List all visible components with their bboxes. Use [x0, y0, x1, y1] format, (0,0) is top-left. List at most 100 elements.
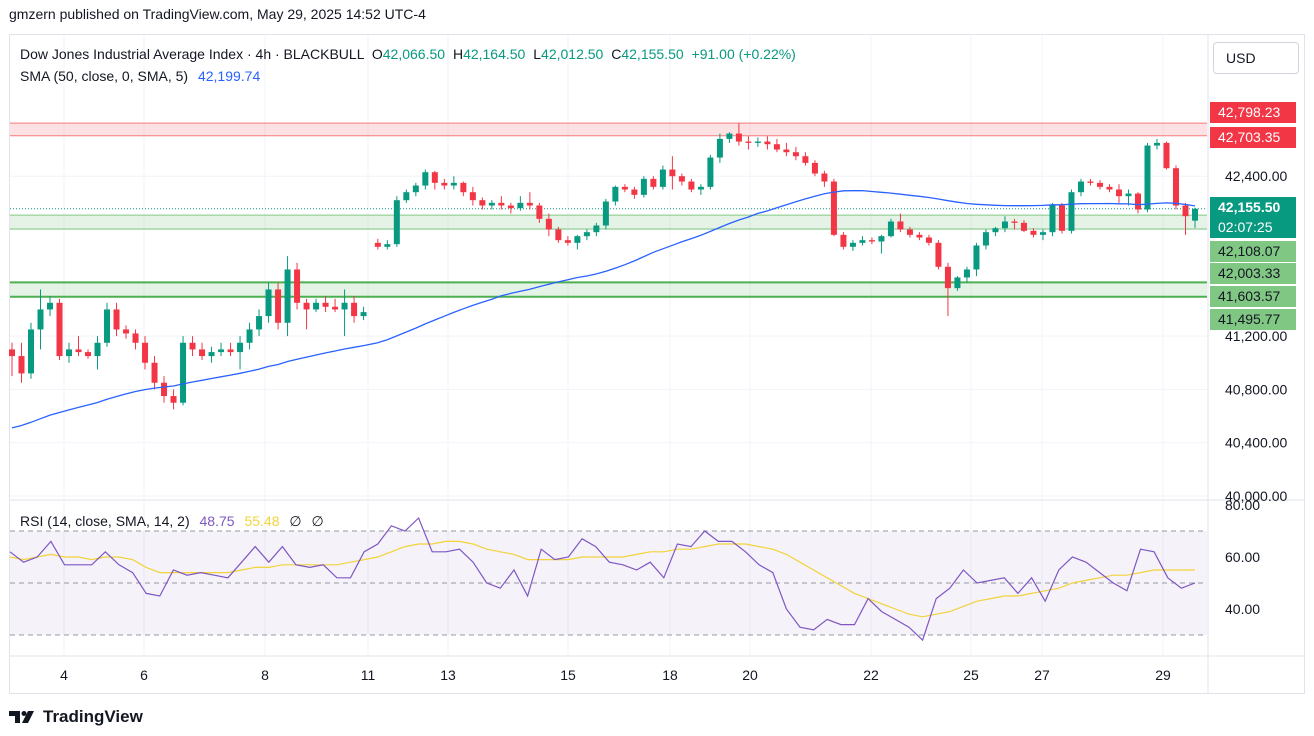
rsi-label[interactable]: RSI (14, close, SMA, 14, 2)	[20, 513, 190, 529]
candle-body	[66, 349, 73, 357]
candle-body	[28, 329, 35, 374]
main-legend: Dow Jones Industrial Average Index · 4h …	[20, 46, 796, 62]
candle-body	[517, 202, 524, 209]
candle-body	[104, 309, 111, 343]
ohlc-low-label: L	[533, 46, 542, 62]
candle-body	[887, 221, 894, 237]
candle-body	[897, 221, 904, 230]
candle-body	[303, 302, 310, 310]
sma-value: 42,199.74	[197, 68, 261, 84]
candle-body	[450, 182, 457, 186]
candle-body	[284, 269, 291, 323]
price-label: 42,003.33	[1218, 265, 1280, 281]
rsi-ma-line	[9, 540, 1195, 618]
candle-body	[859, 240, 866, 243]
candle-body	[313, 302, 320, 310]
candle-body	[47, 302, 54, 310]
candle-body	[773, 144, 780, 150]
sma-legend: SMA (50, close, 0, SMA, 5) 42,199.74	[20, 68, 260, 84]
price-tick-label: 40,400.00	[1225, 435, 1287, 451]
candle-body	[555, 229, 562, 241]
candle-body	[469, 192, 476, 201]
candle-body	[498, 202, 505, 206]
publisher-caption: gmzern published on TradingView.com, May…	[9, 6, 426, 22]
currency-button[interactable]: USD	[1213, 42, 1299, 74]
candle-body	[1182, 205, 1189, 217]
candle-body	[1106, 186, 1113, 190]
candle-body	[275, 289, 282, 323]
price-label: 41,603.57	[1218, 288, 1280, 304]
sma-line	[11, 189, 1196, 429]
tradingview-wordmark: TradingView	[43, 707, 143, 726]
candle-body	[944, 266, 951, 289]
candle-body	[669, 169, 676, 177]
candle-body	[1144, 145, 1151, 210]
candle-body	[56, 302, 63, 357]
candle-body	[227, 349, 234, 353]
candle-body	[707, 157, 714, 187]
price-tick-label: 42,400.00	[1225, 168, 1287, 184]
candle-body	[688, 181, 695, 190]
symbol-title[interactable]: Dow Jones Industrial Average Index · 4h …	[20, 46, 364, 62]
candle-body	[341, 302, 348, 310]
candle-body	[1163, 142, 1170, 169]
candle-body	[208, 352, 215, 357]
candle-body	[916, 234, 923, 238]
price-label-bg	[1210, 286, 1296, 307]
candle-body	[132, 333, 139, 343]
time-tick-label: 8	[261, 667, 269, 683]
candle-body	[612, 186, 619, 202]
rsi-tick-label: 40.00	[1225, 601, 1260, 617]
time-tick-label: 18	[662, 667, 678, 683]
candle-body	[1001, 221, 1008, 229]
candle-body	[650, 178, 657, 187]
ohlc-high-value: 42,164.50	[463, 46, 526, 62]
price-label-bg	[1210, 241, 1296, 262]
time-tick-label: 11	[361, 667, 376, 683]
candle-body	[1077, 181, 1084, 193]
candle-body	[393, 200, 400, 245]
candle-body	[9, 349, 15, 357]
price-label: 42,108.07	[1218, 243, 1280, 259]
price-tick-label: 41,200.00	[1225, 328, 1287, 344]
candle-body	[151, 362, 158, 383]
tradingview-logo-icon	[9, 711, 34, 723]
time-tick-label: 27	[1034, 667, 1050, 683]
candle-body	[507, 205, 514, 209]
candle-body	[1172, 168, 1179, 206]
candle-body	[75, 349, 82, 353]
candle-body	[992, 228, 999, 233]
candle-body	[811, 162, 818, 174]
tradingview-logo[interactable]: TradingView	[9, 707, 143, 727]
candle-body	[640, 178, 647, 195]
candle-body	[332, 306, 339, 310]
candle-body	[265, 289, 272, 317]
candle-body	[726, 133, 733, 139]
candle-body	[374, 242, 381, 247]
price-label-bg	[1210, 127, 1296, 148]
candle-body	[602, 201, 609, 226]
time-tick-label: 15	[560, 667, 576, 683]
candle-body	[1192, 208, 1198, 221]
candle-body	[678, 176, 685, 182]
candle-body	[1039, 232, 1046, 235]
candle-body	[488, 202, 495, 206]
ohlc-open-value: 42,066.50	[382, 46, 446, 62]
candle-body	[322, 302, 329, 307]
price-label: 02:07:25	[1218, 219, 1273, 235]
price-label-bg	[1210, 263, 1296, 284]
price-label-bg	[1210, 197, 1296, 218]
candle-body	[431, 172, 438, 183]
candle-body	[113, 309, 120, 330]
candle-body	[256, 316, 263, 330]
ohlc-close-label: C	[611, 46, 622, 62]
candle-body	[123, 329, 130, 334]
price-label: 41,495.77	[1218, 311, 1280, 327]
candle-body	[161, 382, 168, 397]
price-label: 42,798.23	[1218, 104, 1280, 120]
chart-frame	[9, 34, 1305, 694]
candle-body	[403, 192, 410, 201]
candle-body	[180, 342, 187, 403]
sma-label[interactable]: SMA (50, close, 0, SMA, 5)	[20, 68, 189, 84]
